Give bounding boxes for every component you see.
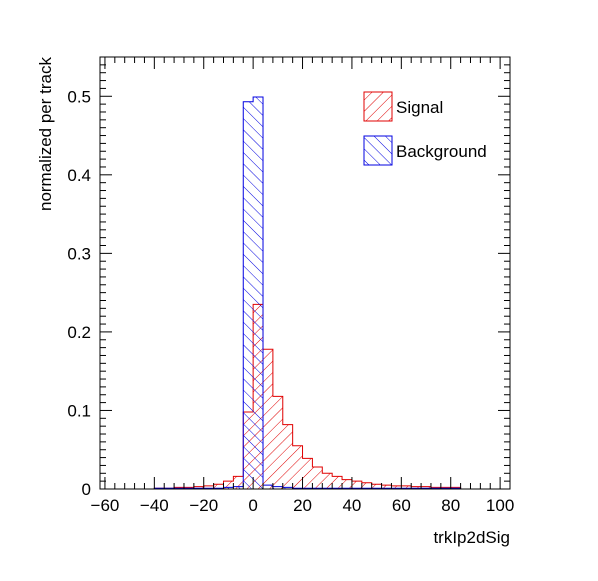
histogram-bar	[332, 476, 343, 489]
x-tick-label: 0	[248, 496, 257, 515]
y-tick-label: 0.1	[67, 401, 91, 420]
y-tick-label: 0.5	[67, 87, 91, 106]
legend-swatch-background	[363, 135, 393, 166]
legend-label-signal: Signal	[396, 98, 443, 117]
histogram-bar	[391, 485, 402, 489]
y-axis-label: normalized per track	[36, 57, 55, 212]
histogram-bar	[322, 473, 333, 489]
plot-frame	[99, 56, 511, 490]
legend-label-background: Background	[396, 142, 487, 161]
histogram-bar	[282, 424, 293, 489]
histogram-bar	[243, 101, 254, 490]
legend-swatch-signal	[363, 91, 393, 122]
y-tick-label: 0	[82, 480, 91, 499]
histogram-bar	[401, 485, 412, 489]
histogram-bar	[223, 481, 234, 489]
series-signal	[153, 303, 462, 489]
axes-layer: −60 −40 −20 0 20 40 60 80 100 0 0.1 0.2 0.3 0.4 0.5 trk…	[36, 56, 514, 547]
histogram-bar	[302, 458, 313, 489]
histogram-bar	[312, 467, 323, 489]
histogram-bar	[272, 486, 283, 489]
x-tick-label: 100	[486, 496, 514, 515]
y-tick-label: 0.2	[67, 323, 91, 342]
series-layer	[153, 96, 462, 490]
histogram-bar	[233, 476, 244, 489]
histogram-bar	[213, 484, 224, 489]
histogram-bar	[203, 485, 214, 489]
histogram-bar	[371, 484, 382, 489]
histogram-bar	[272, 396, 283, 489]
histogram-bar	[223, 487, 234, 489]
histogram-bar	[233, 486, 244, 489]
y-tick-label: 0.4	[67, 166, 91, 185]
x-axis-label: trkIp2dSig	[433, 528, 510, 547]
histogram-bar	[292, 445, 303, 489]
histogram-bar	[342, 479, 352, 489]
histogram-bar	[351, 481, 362, 489]
x-tick-label: −60	[91, 496, 120, 515]
legend: Signal Background	[363, 91, 487, 166]
x-tick-label: −20	[189, 496, 218, 515]
histogram-bar	[381, 485, 392, 489]
x-tick-label: 80	[441, 496, 460, 515]
histogram-bar	[282, 487, 293, 489]
x-tick-label: 40	[342, 496, 361, 515]
y-tick-label: 0.3	[67, 244, 91, 263]
histogram-bar	[263, 349, 273, 489]
histogram-bar	[263, 485, 273, 489]
histogram-outline	[153, 303, 462, 489]
histogram-bar	[253, 97, 264, 490]
x-tick-label: 60	[392, 496, 411, 515]
x-tick-label: −40	[140, 496, 169, 515]
histogram-bar	[361, 482, 372, 489]
x-tick-label: 20	[293, 496, 312, 515]
